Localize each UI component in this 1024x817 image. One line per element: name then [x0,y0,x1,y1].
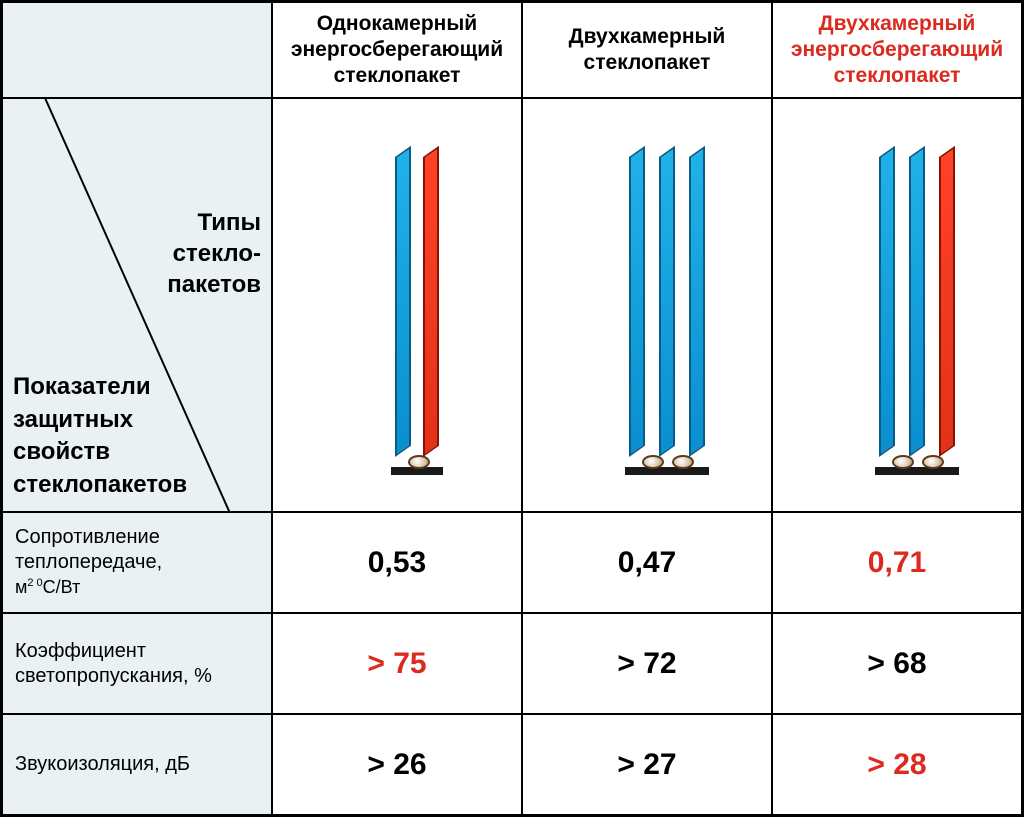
row-thermal: Сопротивлениетеплопередаче,м2 0С/Вт 0,53… [3,513,1021,614]
col-header-3: Двухкамерный энергосберегающий стеклопак… [773,3,1021,97]
val-thermal-1-text: 0,53 [368,546,426,580]
col-header-2-text: Двухкамерный стеклопакет [563,20,732,81]
row-sound: Звукоизоляция, дБ > 26 > 27 > 28 [3,715,1021,814]
val-thermal-2-text: 0,47 [618,546,676,580]
image-row: Типы стекло- пакетов Показатели защитных… [3,99,1021,513]
image-cell-3 [773,99,1021,511]
corner-bottom-label: Показатели защитных свойств стеклопакето… [13,371,187,501]
val-light-1-text: > 75 [367,647,426,681]
val-thermal-3-text: 0,71 [868,546,926,580]
rowlabel-sound: Звукоизоляция, дБ [3,715,273,814]
rowlabel-thermal: Сопротивлениетеплопередаче,м2 0С/Вт [3,513,273,612]
corner-cell-top [3,3,273,97]
val-sound-1-text: > 26 [367,748,426,782]
glazing-single-lowE-icon [297,135,497,475]
col-header-1-text: Однокамерный энергосберегающий стеклопак… [285,7,509,94]
glazing-double-lowE-icon [797,135,997,475]
row-light: Коэффициентсветопропускания, % > 75 > 72… [3,614,1021,715]
corner-cell-main: Типы стекло- пакетов Показатели защитных… [3,99,273,511]
val-thermal-1: 0,53 [273,513,523,612]
val-sound-3-text: > 28 [867,748,926,782]
corner-top-label: Типы стекло- пакетов [167,207,261,301]
val-sound-3: > 28 [773,715,1021,814]
col-header-2: Двухкамерный стеклопакет [523,3,773,97]
comparison-table: Однокамерный энергосберегающий стеклопак… [0,0,1024,817]
header-row: Однокамерный энергосберегающий стеклопак… [3,3,1021,99]
val-sound-2-text: > 27 [617,748,676,782]
val-thermal-2: 0,47 [523,513,773,612]
val-thermal-3: 0,71 [773,513,1021,612]
val-light-1: > 75 [273,614,523,713]
val-sound-2: > 27 [523,715,773,814]
val-sound-1: > 26 [273,715,523,814]
rowlabel-light: Коэффициентсветопропускания, % [3,614,273,713]
val-light-3: > 68 [773,614,1021,713]
col-header-1: Однокамерный энергосберегающий стеклопак… [273,3,523,97]
val-light-3-text: > 68 [867,647,926,681]
image-cell-2 [523,99,773,511]
rowlabel-light-text: Коэффициентсветопропускания, % [3,633,271,695]
val-light-2-text: > 72 [617,647,676,681]
col-header-3-text: Двухкамерный энергосберегающий стеклопак… [785,7,1009,94]
image-cell-1 [273,99,523,511]
rowlabel-thermal-text: Сопротивлениетеплопередаче,м2 0С/Вт [3,519,271,606]
glazing-double-icon [547,135,747,475]
rowlabel-sound-text: Звукоизоляция, дБ [3,746,271,783]
val-light-2: > 72 [523,614,773,713]
